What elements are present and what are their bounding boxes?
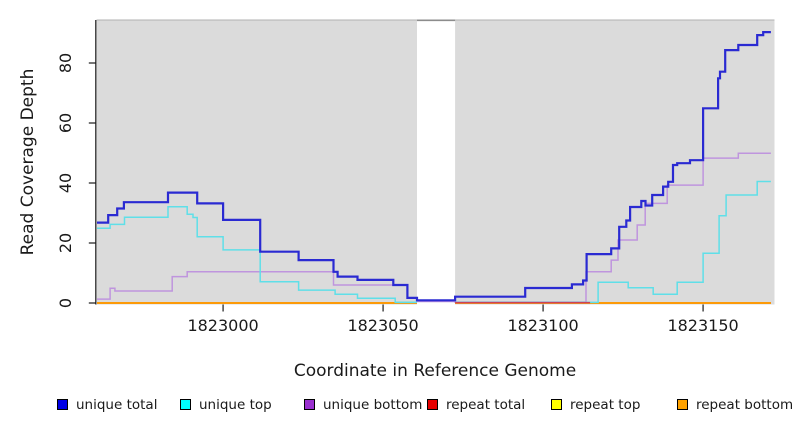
legend-item-repeat-total: repeat total <box>427 396 525 413</box>
y-tick-label: 60 <box>56 113 75 133</box>
y-tick-label: 20 <box>56 233 75 253</box>
legend-item-repeat-bottom: repeat bottom <box>677 396 792 413</box>
series-line-unique-top <box>97 205 417 304</box>
x-tick-label: 1823050 <box>347 316 418 335</box>
series-line-unique-top <box>455 180 771 304</box>
x-tick-label: 1823100 <box>507 316 578 335</box>
x-axis-title: Coordinate in Reference Genome <box>293 361 577 381</box>
legend-item-repeat-top: repeat top <box>551 396 640 413</box>
legend-label: unique bottom <box>323 396 423 413</box>
legend-swatch <box>57 399 68 410</box>
y-tick-label: 40 <box>56 173 75 193</box>
legend-label: unique total <box>76 396 158 413</box>
legend-label: repeat total <box>446 396 526 413</box>
legend-item-unique-total: unique total <box>57 396 157 413</box>
legend-item-unique-top: unique top <box>180 396 272 413</box>
y-tick-label: 0 <box>56 298 75 308</box>
y-tick-label: 80 <box>56 53 75 73</box>
legend: unique total unique top unique bottom repea… <box>0 396 792 416</box>
legend-label: repeat top <box>570 396 641 413</box>
legend-swatch <box>677 399 688 410</box>
gap-region <box>417 20 456 305</box>
x-tick-label: 1823150 <box>667 316 738 335</box>
legend-label: unique top <box>199 396 272 413</box>
y-axis-title: Read Coverage Depth <box>18 68 38 256</box>
legend-swatch <box>180 399 191 410</box>
legend-item-unique-bottom: unique bottom <box>304 396 422 413</box>
legend-label: repeat bottom <box>696 396 792 413</box>
legend-swatch <box>304 399 315 410</box>
series-line-unique-total <box>97 31 771 302</box>
legend-swatch <box>551 399 562 410</box>
legend-swatch <box>427 399 438 410</box>
x-tick-label: 1823000 <box>187 316 258 335</box>
